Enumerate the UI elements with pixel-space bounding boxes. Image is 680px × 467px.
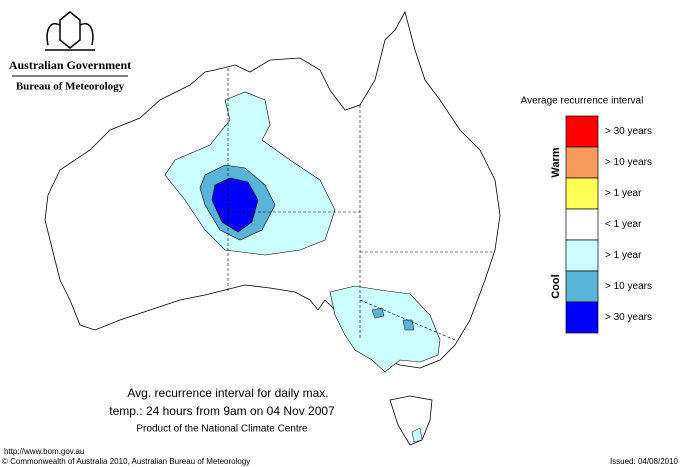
legend-group: Warm	[550, 147, 562, 177]
emblem	[45, 11, 95, 51]
legend: > 30 years > 10 years > 1 year < 1 year > 1 …	[550, 115, 652, 334]
caption-credit: Product of the National Climate Centre	[136, 424, 308, 435]
legend-title: Average recurrence interval	[521, 96, 644, 107]
footer-url: http://www.bom.gov.au	[4, 447, 84, 456]
legend-swatch	[565, 239, 599, 272]
legend-label: > 10 years	[605, 281, 652, 292]
legend-swatch	[565, 208, 599, 241]
footer-issued: Issued: 04/08/2010	[610, 457, 679, 466]
legend-swatch	[565, 146, 599, 179]
legend-label: > 30 years	[605, 312, 652, 323]
legend-swatch	[565, 301, 599, 334]
legend-group: Cool	[550, 274, 562, 298]
caption-line: Avg. recurrence interval for daily max.	[127, 386, 328, 400]
footer-copyright: © Commonwealth of Australia 2010, Austra…	[2, 457, 250, 466]
legend-swatch	[565, 270, 599, 303]
legend-swatch	[565, 177, 599, 210]
legend-swatch	[565, 115, 599, 148]
legend-label: > 1 year	[605, 250, 642, 261]
agency: Bureau of Meteorology	[16, 81, 125, 93]
legend-label: > 10 years	[605, 157, 652, 168]
legend-label: > 1 year	[605, 188, 642, 199]
legend-label: < 1 year	[605, 219, 642, 230]
government: Australian Government	[9, 58, 131, 72]
caption-line: temp.: 24 hours from 9am on 04 Nov 2007	[109, 404, 335, 418]
legend-label: > 30 years	[605, 126, 652, 137]
australia	[44, 10, 501, 446]
